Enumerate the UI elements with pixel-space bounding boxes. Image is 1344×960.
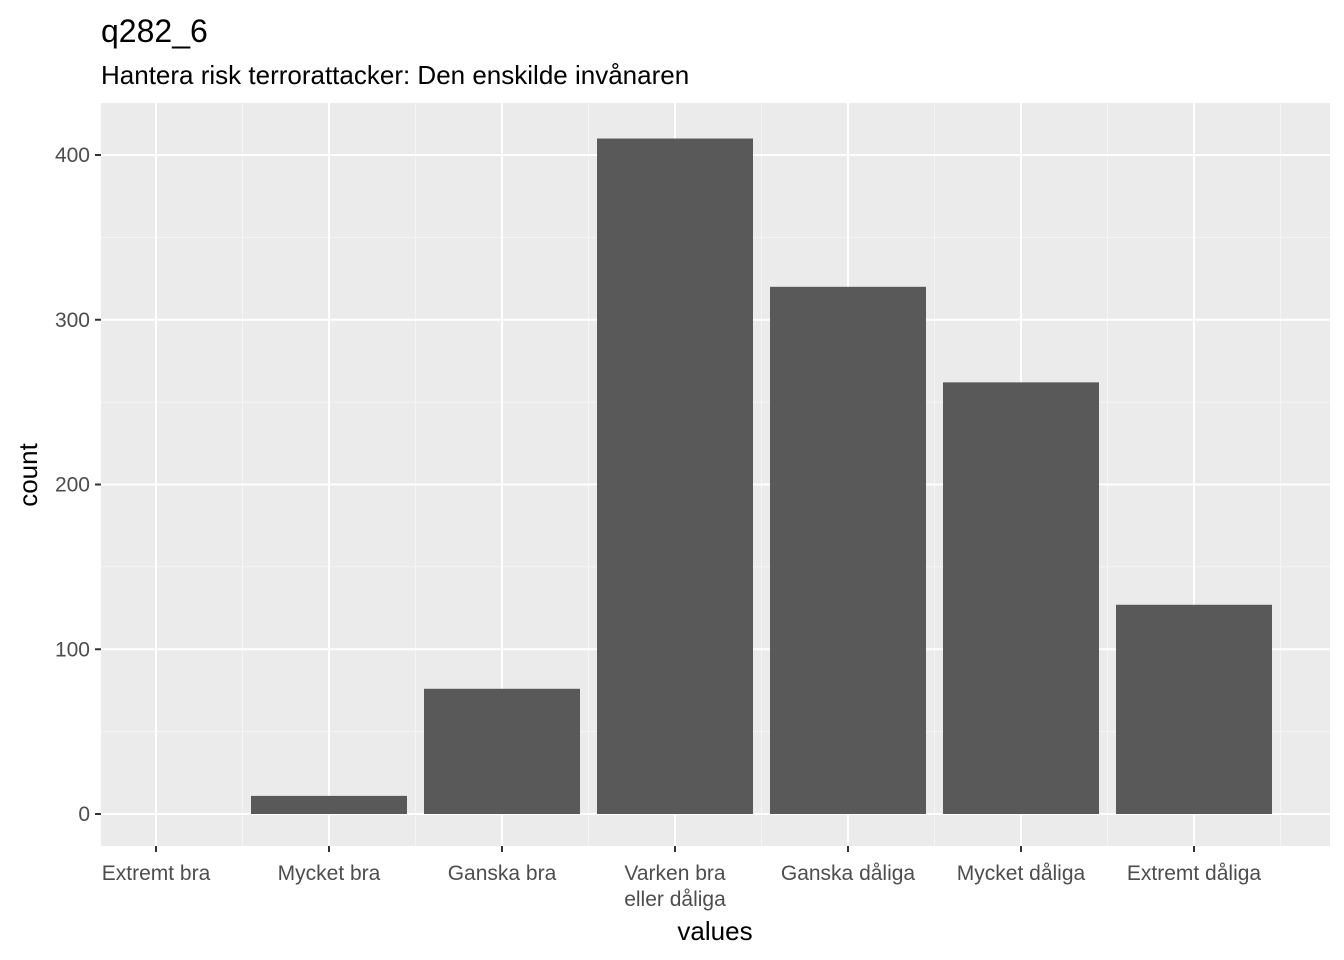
x-tick-label: Ganska bra: [448, 862, 557, 885]
x-tick-label: Mycket dåliga: [957, 862, 1086, 885]
x-tick-label: Ganska dåliga: [781, 862, 916, 885]
bar-4: [770, 286, 926, 814]
y-axis: 0 100 200 300 400: [55, 144, 101, 826]
y-axis-label: count: [13, 442, 43, 506]
bars: [251, 138, 1272, 814]
x-axis-label: values: [677, 916, 752, 946]
y-tick-label: 0: [78, 803, 90, 826]
chart-subtitle: Hantera risk terrorattacker: Den enskild…: [101, 60, 689, 90]
x-axis: Extremt bra Mycket bra Ganska bra Varken br…: [102, 846, 1262, 911]
y-tick-label: 200: [55, 474, 90, 497]
y-tick-label: 400: [55, 144, 90, 167]
bar-3: [597, 138, 753, 814]
chart-title: q282_6: [101, 13, 208, 49]
bar-5: [943, 382, 1099, 814]
bar-1: [251, 795, 407, 814]
x-tick-label: Varken bra eller dåliga: [624, 862, 726, 911]
x-tick-label: Mycket bra: [278, 862, 381, 885]
bar-6: [1116, 604, 1272, 814]
bar-2: [424, 688, 580, 814]
x-tick-label: Extremt dåliga: [1127, 862, 1262, 885]
y-tick-label: 100: [55, 638, 90, 661]
y-tick-label: 300: [55, 309, 90, 332]
x-tick-label: Extremt bra: [102, 862, 211, 885]
